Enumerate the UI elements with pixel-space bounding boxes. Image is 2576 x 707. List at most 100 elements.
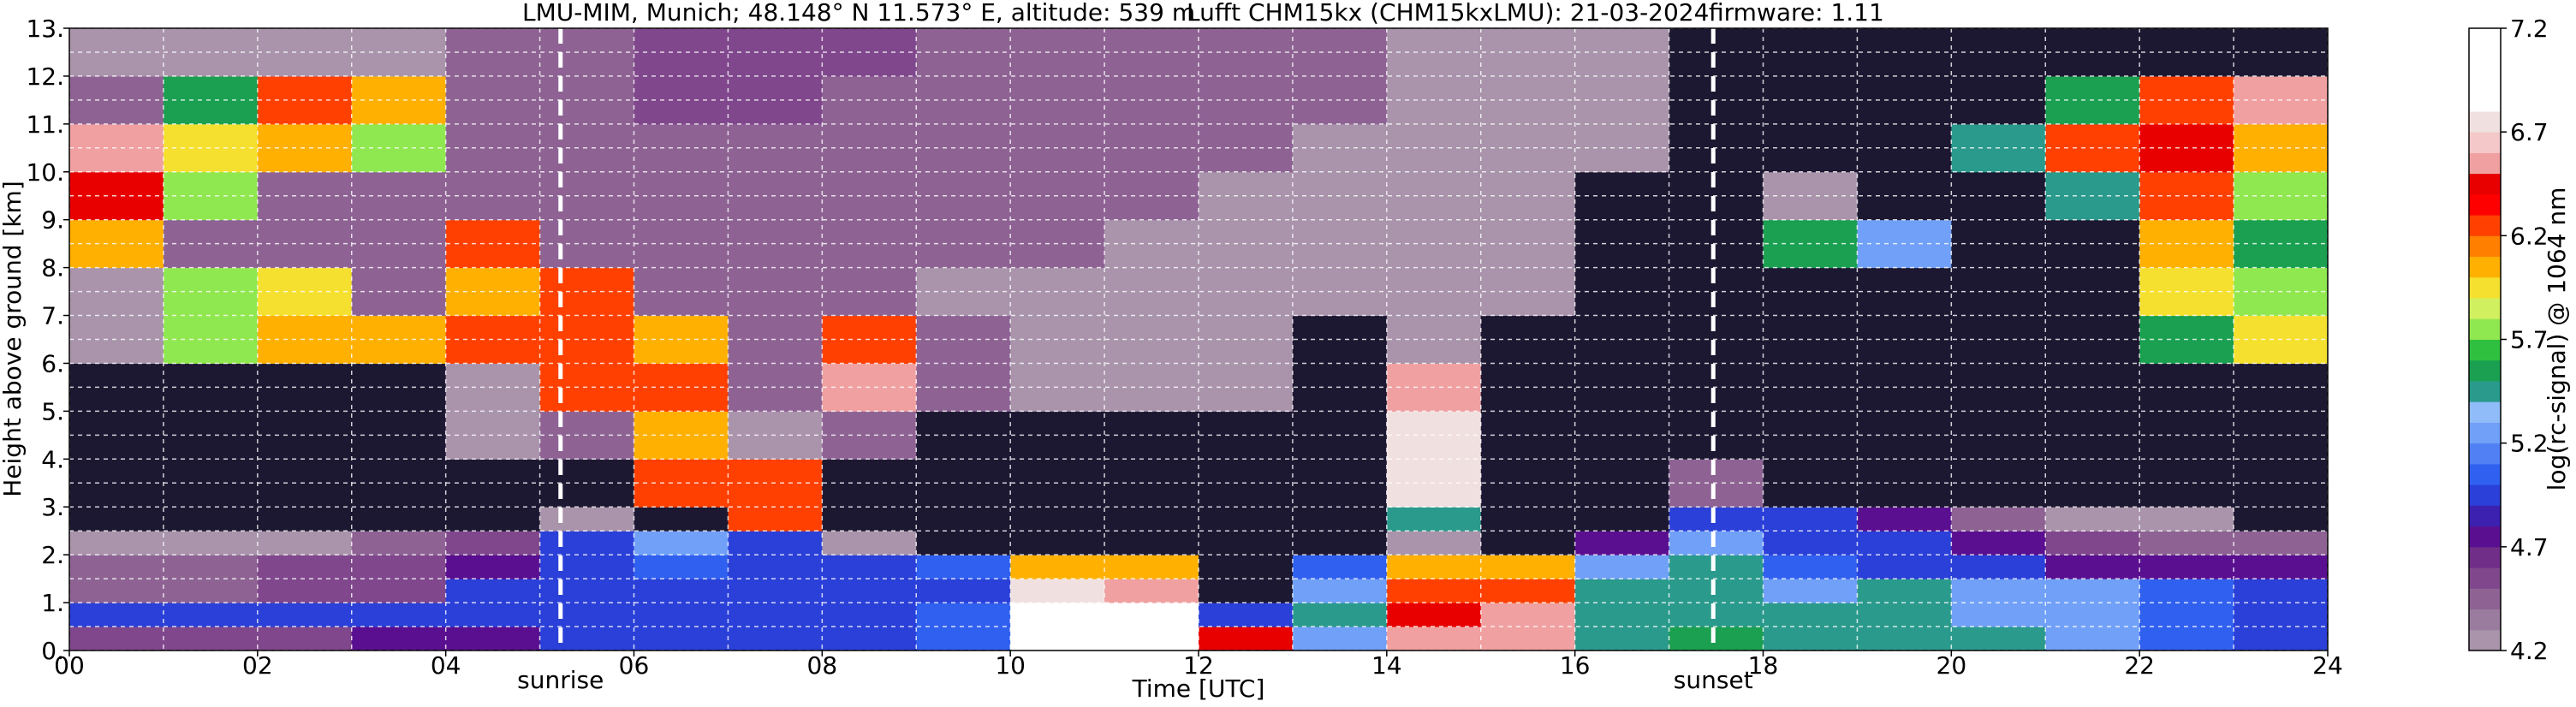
heatmap-cell — [1292, 555, 1388, 579]
colorbar-swatch — [2469, 69, 2501, 92]
y-axis-label: Height above ground [km] — [0, 181, 27, 497]
colorbar-swatch — [2469, 380, 2501, 402]
x-tick-label: 00 — [54, 651, 85, 680]
colorbar-swatch — [2469, 298, 2501, 319]
annotation-label: sunset — [1674, 666, 1753, 694]
y-tick-label: 0. — [41, 637, 64, 665]
heatmap-cell — [1669, 603, 1764, 627]
colorbar-swatch — [2469, 90, 2501, 112]
heatmap-cell — [916, 531, 1011, 556]
heatmap-cell — [539, 627, 634, 651]
heatmap-cell — [1480, 603, 1576, 627]
heatmap-cell — [1763, 627, 1858, 651]
heatmap-cell — [539, 603, 634, 627]
colorbar-swatch — [2469, 629, 2501, 651]
heatmap-cell — [351, 555, 447, 579]
heatmap-cell — [257, 627, 353, 651]
x-tick-label: 10 — [995, 651, 1026, 680]
heatmap-cell — [1763, 507, 1858, 532]
colorbar-swatch — [2469, 609, 2501, 631]
heatmap-cell — [2045, 507, 2140, 532]
heatmap-cell — [2139, 603, 2234, 627]
heatmap-cell — [2139, 555, 2234, 579]
heatmap-cell — [257, 555, 353, 579]
colorbar-tick-label: 5.7 — [2510, 326, 2549, 354]
heatmap-cell — [2139, 507, 2234, 532]
y-tick-label: 7. — [41, 302, 64, 330]
heatmap-cell — [1480, 531, 1576, 556]
y-tick-label: 1. — [41, 589, 64, 617]
heatmap-cell — [69, 555, 164, 579]
heatmap-cell — [445, 531, 541, 556]
heatmap-cell — [822, 531, 917, 556]
colorbar-swatch — [2469, 422, 2501, 444]
colorbar-swatch — [2469, 110, 2501, 133]
heatmap-cell — [2045, 579, 2140, 603]
heatmap-cell — [539, 507, 634, 532]
heatmap-cell — [1951, 579, 2046, 603]
heatmap-cell — [1669, 507, 1764, 532]
heatmap-cell — [916, 627, 1011, 651]
heatmap-cell — [1951, 555, 2046, 579]
y-tick-label: 13. — [26, 15, 64, 43]
heatmap-cell — [1386, 555, 1482, 579]
heatmap-cell — [1574, 627, 1670, 651]
heatmap-cell — [634, 531, 729, 556]
heatmap-cell — [2045, 531, 2140, 556]
heatmap-cell — [69, 579, 164, 603]
x-axis-label: Time [UTC] — [1132, 674, 1265, 703]
heatmap-cell — [822, 555, 917, 579]
heatmap-cell — [1574, 579, 1670, 603]
heatmap-cell — [257, 579, 353, 603]
heatmap-cell — [1763, 603, 1858, 627]
colorbar-swatch — [2469, 484, 2501, 506]
heatmap-cell — [2234, 507, 2329, 532]
x-tick-label: 06 — [619, 651, 650, 680]
title-instrument: Lufft CHM15kx (CHM15kxLMU): 21-03-2024 — [1187, 0, 1709, 27]
heatmap-cell — [1951, 507, 2046, 532]
x-tick-label: 18 — [1748, 651, 1779, 680]
heatmap-cell — [1763, 579, 1858, 603]
colorbar-swatch — [2469, 28, 2501, 50]
heatmap-cell — [822, 603, 917, 627]
heatmap-cell — [1104, 579, 1199, 603]
heatmap-cell — [1199, 555, 1294, 579]
title-firmware: firmware: 1.11 — [1709, 0, 1884, 27]
x-tick-label: 12 — [1183, 651, 1214, 680]
heatmap-cell — [351, 627, 447, 651]
x-tick-label: 22 — [2124, 651, 2155, 680]
heatmap-cell — [69, 531, 164, 556]
heatmap-cell — [2045, 603, 2140, 627]
heatmap-cell — [1199, 531, 1294, 556]
colorbar-tick-label: 4.2 — [2510, 637, 2549, 665]
heatmap-cell — [1010, 531, 1105, 556]
heatmap-cell — [1010, 627, 1105, 651]
heatmap-cell — [445, 555, 541, 579]
heatmap-cell — [1199, 507, 1294, 532]
heatmap-cell — [1669, 531, 1764, 556]
y-tick-label: 5. — [41, 397, 64, 425]
heatmap-cell — [728, 507, 823, 532]
heatmap-cell — [634, 579, 729, 603]
y-tick-label: 6. — [41, 349, 64, 377]
heatmap-cell — [1292, 507, 1388, 532]
heatmap-cell — [1386, 603, 1482, 627]
x-tick-label: 24 — [2312, 651, 2343, 680]
heatmap-cell — [2045, 627, 2140, 651]
heatmap-cell — [1292, 579, 1388, 603]
heatmap-cell — [1951, 531, 2046, 556]
heatmap-cell — [257, 531, 353, 556]
heatmap-cell — [351, 531, 447, 556]
heatmap-cell — [2234, 555, 2329, 579]
heatmap-cell — [1010, 603, 1105, 627]
heatmap-cell — [1010, 507, 1105, 532]
heatmap-cell — [1104, 507, 1199, 532]
heatmap-cell — [2234, 603, 2329, 627]
heatmap-cell — [1386, 627, 1482, 651]
heatmap-cell — [445, 627, 541, 651]
heatmap-cell — [916, 555, 1011, 579]
heatmap-cell — [1951, 603, 2046, 627]
heatmap-cell — [2139, 531, 2234, 556]
